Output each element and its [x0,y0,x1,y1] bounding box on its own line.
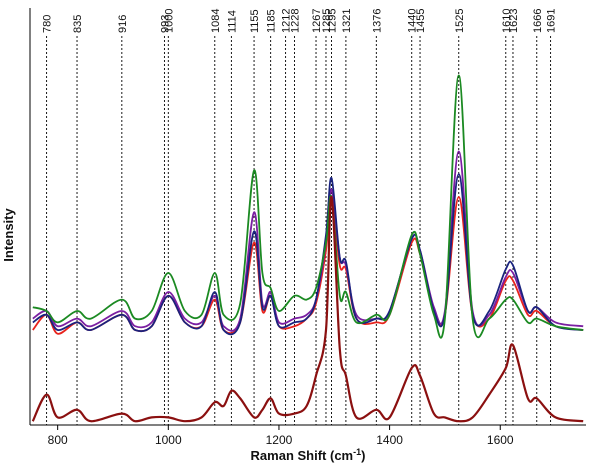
peak-label-1666: 1666 [532,9,544,33]
peak-label-1228: 1228 [289,9,301,33]
peak-label-916: 916 [117,15,129,33]
series-line-2 [32,150,584,332]
series-line-3 [32,173,584,336]
peak-label-1440: 1440 [407,9,419,33]
peak-label-1623: 1623 [508,9,520,33]
peak-label-1691: 1691 [546,9,558,33]
peak-label-993: 993 [159,15,171,33]
x-axis-title-main: Raman Shift (cm [251,448,354,463]
peak-label-835: 835 [72,15,84,33]
x-tick-label-1400: 1400 [376,433,403,447]
x-axis-title-close: ) [361,448,365,463]
series-line-5 [31,195,584,423]
series-layer [31,74,584,423]
peak-label-1114: 1114 [226,10,238,33]
y-axis-title: Intensity [1,208,16,262]
peak-label-1285: 1285 [321,9,333,33]
peak-label-1155: 1155 [249,9,261,33]
x-tick-label-1000: 1000 [155,433,182,447]
peak-reference-lines [46,36,552,425]
peak-label-1321: 1321 [341,9,353,33]
x-tick-label-800: 800 [48,433,68,447]
x-axis-ticks: 800 1000 1200 1400 1600 [48,425,514,447]
x-tick-label-1200: 1200 [266,433,293,447]
peak-label-1295: 1295 [327,9,339,33]
peak-label-1000: 1000 [163,9,175,33]
peak-label-1455: 1455 [415,9,427,33]
series-line-4 [32,74,584,339]
axes-layer [29,8,586,426]
peak-label-1212: 1212 [281,9,293,33]
peak-label-1610: 1610 [501,9,513,33]
x-tick-label-1600: 1600 [487,433,514,447]
peak-label-1525: 1525 [454,9,466,33]
x-axis-title: Raman Shift (cm-1) [251,447,366,463]
x-axis-title-superscript: -1 [353,447,361,457]
peak-label-780: 780 [42,15,54,33]
peak-label-1185: 1185 [266,9,278,33]
peak-label-1376: 1376 [371,9,383,33]
peak-label-1267: 1267 [311,9,323,33]
peak-label-1084: 1084 [210,9,222,33]
